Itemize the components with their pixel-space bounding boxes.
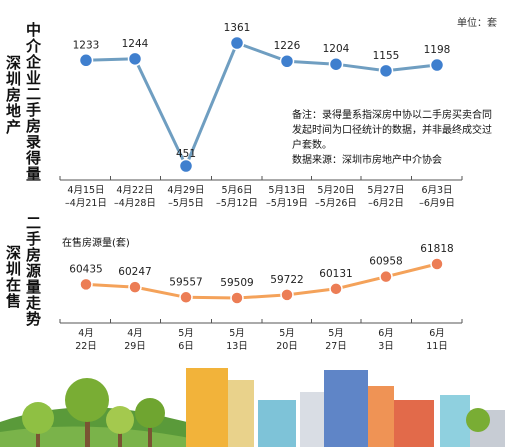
x-tick-label: 4月 29日 [124,328,146,352]
note-text: 备注：录得量系指深房中协以二手房买卖合同发起时间为口径统计的数据，并非最终成交过… [292,110,492,166]
data-label: 60131 [319,268,352,280]
data-point [229,35,245,51]
x-tick-label: 5月20日 –5月26日 [315,185,357,209]
data-label: 1244 [122,38,149,50]
data-label: 1361 [224,22,251,34]
data-label: 1198 [424,44,451,56]
data-label: 451 [176,148,196,160]
data-label: 59722 [270,274,303,286]
data-point [230,291,244,305]
data-label: 1155 [373,50,400,62]
data-point [429,57,445,73]
series-line [85,41,438,168]
x-tick-label: 4月29日 –5月5日 [167,185,205,209]
x-tick-label: 5月 13日 [226,328,248,352]
data-label: 60247 [118,266,151,278]
x-tick-label: 4月15日 –4月21日 [65,185,107,209]
top-title-right: 中介企业二手房录得量 [24,22,42,182]
data-label: 59509 [220,277,253,289]
x-tick-label: 5月27日 –6月2日 [367,185,405,209]
data-point [128,280,142,294]
data-label: 60435 [69,263,102,275]
data-point [279,53,295,69]
data-label: 60958 [369,256,402,268]
data-point [379,269,393,284]
x-tick-label: 5月 6日 [178,328,194,352]
data-label: 61818 [420,243,453,255]
x-tick-label: 4月22日 –4月28日 [114,185,156,209]
data-point [79,277,93,292]
top-title-left: 深圳房地产 [4,55,22,135]
chart-0: 1233 1244 451 1361 1226 1204 1155 1198 [59,22,463,181]
stock-subtitle: 在售房源量(套) [62,238,130,249]
bottom-title-right: 二手房源量走势 [24,215,42,327]
x-tick-label: 6月3日 –6月9日 [419,185,455,209]
data-label: 1226 [274,40,301,52]
series-line [85,262,438,300]
chart-1: 60435 60247 59557 59509 59722 60131 60958 61818 [59,243,463,324]
data-point [329,282,343,296]
x-tick-label: 5月 27日 [325,328,347,352]
x-tick-label: 5月13日 –5月19日 [266,185,308,209]
data-label: 1204 [323,43,350,55]
data-point [178,158,194,174]
x-tick-label: 5月 20日 [276,328,298,352]
x-tick-label: 4月 22日 [75,328,97,352]
x-tick-label: 5月6日 –5月12日 [216,185,258,209]
data-point [378,63,394,79]
data-point [280,288,294,302]
unit-label: 单位：套 [457,18,497,29]
x-tick-label: 6月 3日 [378,328,394,352]
data-label: 59557 [169,276,202,288]
city-skyline-illustration [0,368,505,447]
data-point [179,290,193,305]
data-point [127,51,143,67]
x-tick-label: 6月 11日 [426,328,448,352]
data-point [328,56,344,72]
data-point [430,257,444,271]
bottom-title-left: 深圳在售 [4,245,22,309]
data-point [78,53,94,68]
data-label: 1233 [73,39,100,51]
